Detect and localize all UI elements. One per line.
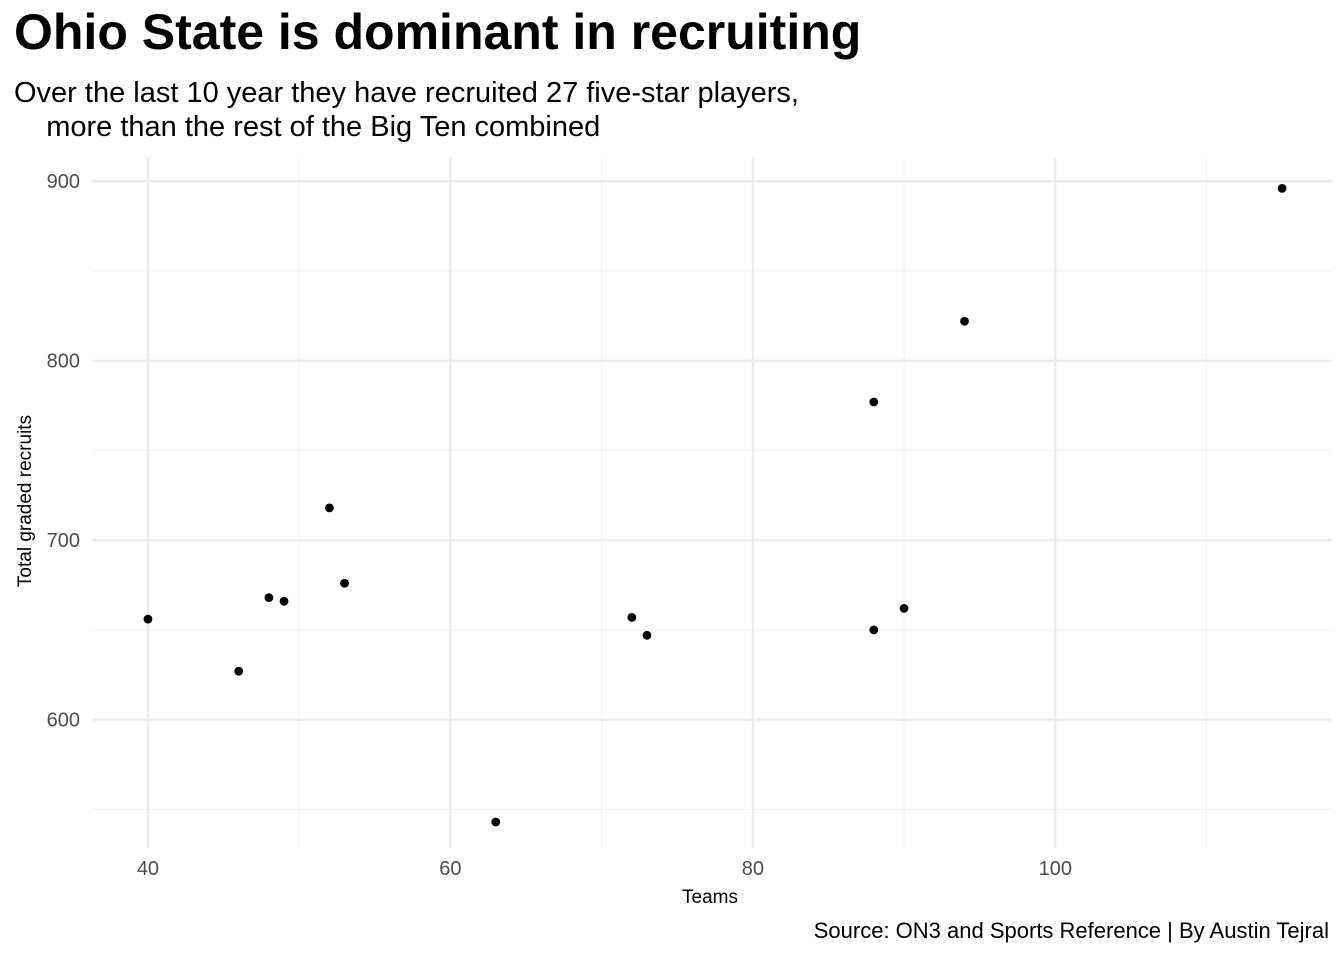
y-tick-label: 900 [47, 171, 80, 193]
chart-caption: Source: ON3 and Sports Reference | By Au… [813, 918, 1329, 943]
y-axis-title: Total graded recruits [15, 415, 36, 587]
data-point [869, 397, 879, 407]
x-tick-label: 100 [1039, 858, 1072, 880]
data-point [642, 630, 652, 640]
data-point [491, 817, 501, 827]
y-tick-label: 600 [47, 710, 80, 732]
y-tick-label: 700 [47, 530, 80, 552]
data-point [325, 503, 334, 513]
data-point [143, 614, 153, 624]
grid-lines [92, 157, 1332, 848]
data-point [627, 612, 637, 622]
x-axis-title: Teams [682, 887, 738, 908]
x-tick-label: 40 [137, 858, 159, 880]
y-tick-label: 800 [47, 351, 80, 373]
axis-tick-labels: 40 60 80 100 600 700 800 900 [47, 171, 1072, 880]
x-tick-label: 80 [742, 858, 764, 880]
chart-subtitle: Over the last 10 year they have recruite… [14, 77, 799, 143]
x-tick-label: 60 [439, 858, 461, 880]
data-point [1277, 184, 1287, 193]
data-points [143, 184, 1287, 827]
data-point [279, 596, 289, 606]
chart-title: Ohio State is dominant in recruiting [14, 4, 862, 60]
data-point [340, 578, 349, 588]
data-point [960, 316, 969, 326]
data-point [869, 625, 879, 635]
data-point [264, 593, 274, 603]
data-point [234, 666, 244, 676]
data-point [899, 603, 909, 613]
